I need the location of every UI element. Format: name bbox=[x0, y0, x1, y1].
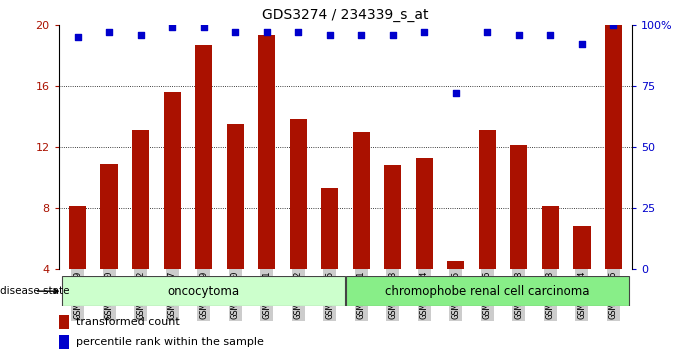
Point bbox=[482, 29, 493, 35]
Text: oncocytoma: oncocytoma bbox=[168, 285, 240, 298]
Point bbox=[451, 90, 462, 96]
Point bbox=[513, 32, 524, 38]
Bar bbox=[132, 130, 149, 269]
Bar bbox=[447, 261, 464, 269]
Point bbox=[229, 29, 240, 35]
Bar bbox=[195, 45, 212, 269]
Bar bbox=[59, 335, 69, 348]
Bar bbox=[290, 119, 307, 269]
Point bbox=[387, 32, 398, 38]
Bar bbox=[62, 276, 346, 306]
Point bbox=[167, 24, 178, 30]
Text: transformed count: transformed count bbox=[76, 318, 180, 327]
Text: disease state: disease state bbox=[0, 286, 70, 296]
Bar bbox=[321, 188, 339, 269]
Point bbox=[608, 22, 619, 28]
Point bbox=[545, 32, 556, 38]
Bar bbox=[542, 206, 559, 269]
Point bbox=[135, 32, 146, 38]
Text: percentile rank within the sample: percentile rank within the sample bbox=[76, 337, 264, 347]
Point bbox=[324, 32, 335, 38]
Point bbox=[293, 29, 304, 35]
Bar bbox=[258, 35, 276, 269]
Point bbox=[261, 29, 272, 35]
Point bbox=[356, 32, 367, 38]
Title: GDS3274 / 234339_s_at: GDS3274 / 234339_s_at bbox=[263, 8, 428, 22]
Bar bbox=[346, 276, 629, 306]
Bar bbox=[605, 25, 622, 269]
Point bbox=[576, 41, 587, 47]
Point bbox=[198, 24, 209, 30]
Bar bbox=[510, 145, 527, 269]
Bar bbox=[164, 92, 181, 269]
Bar bbox=[415, 158, 433, 269]
Bar bbox=[573, 226, 591, 269]
Point bbox=[419, 29, 430, 35]
Point bbox=[72, 34, 83, 40]
Text: chromophobe renal cell carcinoma: chromophobe renal cell carcinoma bbox=[385, 285, 589, 298]
Bar bbox=[69, 206, 86, 269]
Bar bbox=[479, 130, 496, 269]
Bar bbox=[59, 315, 69, 329]
Bar bbox=[352, 132, 370, 269]
Bar bbox=[384, 165, 401, 269]
Bar bbox=[100, 164, 118, 269]
Point bbox=[104, 29, 115, 35]
Bar bbox=[227, 124, 244, 269]
